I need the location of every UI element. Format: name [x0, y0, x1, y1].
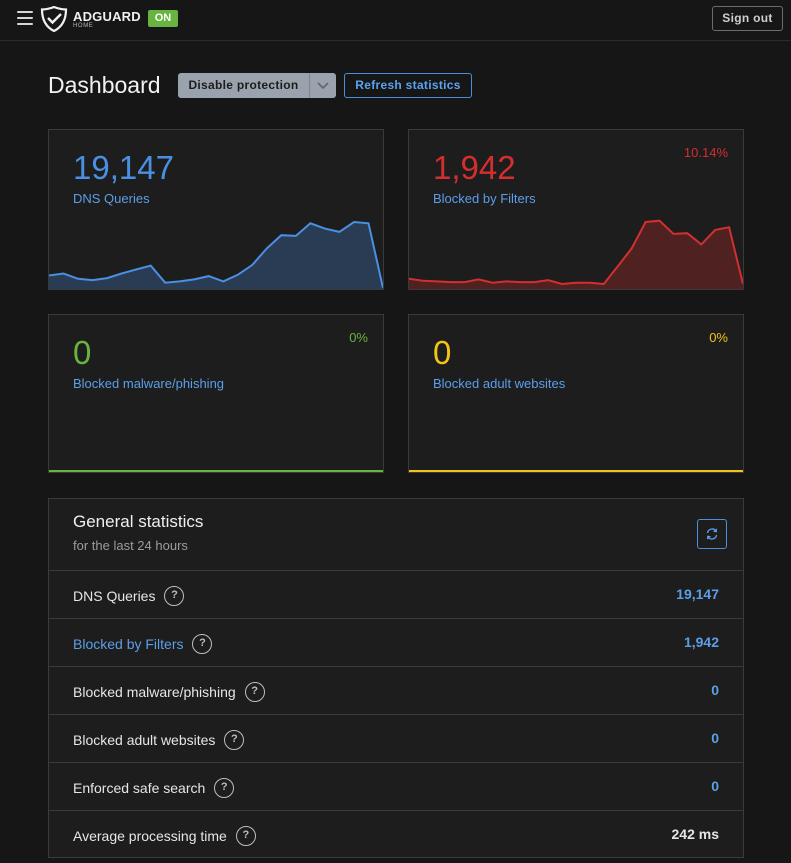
sparkline-line: [49, 220, 383, 289]
blocked-filters-count: 1,942: [433, 149, 516, 186]
stat-row-blocked-malware: Blocked malware/phishing? 0: [49, 666, 743, 714]
dns-queries-count: 19,147: [73, 149, 174, 186]
question-circle-icon[interactable]: ?: [192, 634, 213, 654]
question-circle-icon[interactable]: ?: [244, 682, 265, 702]
disable-protection-split-button: Disable protection: [178, 73, 336, 98]
stat-value[interactable]: 1,942: [683, 634, 719, 650]
blocked-malware-baseline: [49, 470, 383, 472]
stat-name-cell: DNS Queries?: [73, 586, 185, 606]
blocked-adult-count: 0: [433, 334, 452, 371]
stat-name-link[interactable]: Blocked by Filters: [73, 636, 184, 652]
brand-name[interactable]: ADGUARD: [73, 9, 141, 24]
general-statistics-title: General statistics: [73, 512, 204, 531]
sparkline-area: [49, 222, 383, 289]
general-statistics-refresh-button[interactable]: [697, 519, 727, 549]
stat-value: 242 ms: [671, 826, 719, 842]
stat-row-dns-queries: DNS Queries? 19,147: [49, 570, 743, 618]
disable-protection-button[interactable]: Disable protection: [188, 78, 299, 92]
dns-queries-card: 19,147 DNS Queries: [48, 129, 384, 290]
blocked-filters-card: 1,942 Blocked by Filters 10.14%: [408, 129, 744, 290]
blocked-adult-percent: 0%: [709, 330, 728, 345]
blocked-malware-count: 0: [73, 334, 92, 371]
stat-name: DNS Queries: [73, 588, 156, 604]
general-statistics-subtitle: for the last 24 hours: [73, 538, 188, 553]
sparkline-area: [409, 220, 743, 289]
stat-row-blocked-filters: Blocked by Filters? 1,942: [49, 618, 743, 666]
disable-protection-dropdown[interactable]: [310, 73, 336, 98]
stat-name-cell: Blocked by Filters?: [73, 634, 213, 654]
blocked-adult-card: 0 Blocked adult websites 0%: [408, 314, 744, 473]
chevron-down-icon: [317, 81, 329, 89]
question-circle-icon[interactable]: ?: [224, 730, 245, 750]
sign-out-button[interactable]: Sign out: [712, 6, 783, 31]
question-circle-icon[interactable]: ?: [164, 586, 185, 606]
blocked-adult-baseline: [409, 470, 743, 472]
stat-name-cell: Enforced safe search?: [73, 778, 235, 798]
protection-status-badge: ON: [148, 10, 178, 27]
stat-name: Enforced safe search: [73, 780, 206, 796]
adguard-shield-icon[interactable]: [40, 6, 68, 32]
sparkline-line: [409, 219, 743, 286]
stat-name-cell: Blocked malware/phishing?: [73, 682, 265, 702]
general-statistics-panel: General statistics for the last 24 hours…: [48, 498, 744, 858]
brand-subtitle: HOME: [73, 23, 94, 29]
stat-value[interactable]: 0: [711, 778, 719, 794]
stat-name: Blocked adult websites: [73, 732, 216, 748]
blocked-malware-card: 0 Blocked malware/phishing 0%: [48, 314, 384, 473]
blocked-adult-label: Blocked adult websites: [433, 376, 566, 391]
stat-value[interactable]: 19,147: [676, 586, 719, 602]
stat-name-cell: Average processing time?: [73, 826, 256, 846]
refresh-statistics-button[interactable]: Refresh statistics: [344, 73, 472, 98]
page-title: Dashboard: [48, 72, 161, 98]
question-circle-icon[interactable]: ?: [235, 826, 256, 846]
stat-value[interactable]: 0: [711, 730, 719, 746]
dns-queries-sparkline: [49, 220, 383, 289]
blocked-malware-percent: 0%: [349, 330, 368, 345]
blocked-malware-label: Blocked malware/phishing: [73, 376, 225, 391]
stat-name: Average processing time: [73, 828, 227, 844]
stat-row-blocked-adult: Blocked adult websites? 0: [49, 714, 743, 762]
stat-row-avg-processing: Average processing time? 242 ms: [49, 810, 743, 858]
hamburger-icon[interactable]: [17, 11, 33, 25]
stat-name-cell: Blocked adult websites?: [73, 730, 245, 750]
blocked-filters-sparkline: [409, 219, 743, 289]
button-separator: [309, 73, 310, 98]
blocked-filters-percent: 10.14%: [683, 145, 728, 160]
refresh-icon: [706, 528, 718, 540]
blocked-filters-label: Blocked by Filters: [433, 191, 536, 206]
question-circle-icon[interactable]: ?: [214, 778, 235, 798]
stat-name: Blocked malware/phishing: [73, 684, 236, 700]
stat-value[interactable]: 0: [711, 682, 719, 698]
stat-row-safe-search: Enforced safe search? 0: [49, 762, 743, 810]
dns-queries-label: DNS Queries: [73, 191, 150, 206]
top-navbar: ADGUARD HOME ON Sign out: [0, 0, 791, 41]
